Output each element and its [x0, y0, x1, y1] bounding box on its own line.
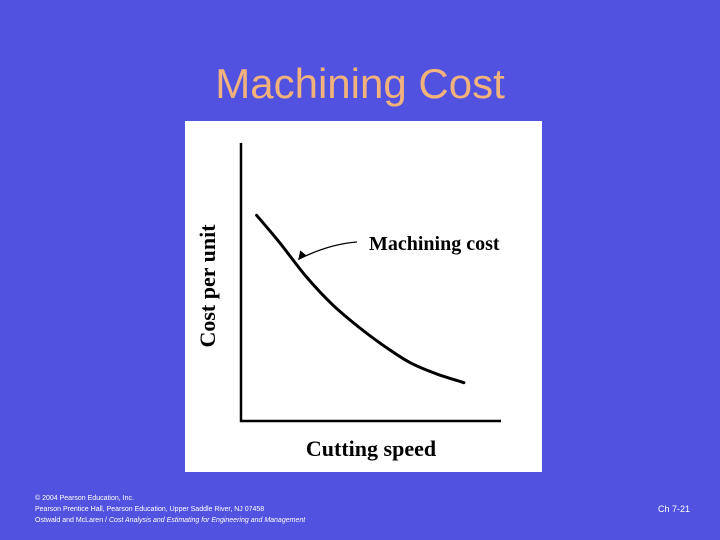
- footer-citation: © 2004 Pearson Education, Inc. Pearson P…: [35, 493, 305, 526]
- annotation-leader-line: [298, 241, 358, 260]
- footer-book-reference: Ostwald and McLaren / Cost Analysis and …: [35, 515, 305, 526]
- figure-panel: Cutting speed Cost per unit Machining co…: [185, 121, 542, 472]
- series-layer: [255, 213, 466, 385]
- machining-cost-chart: Cutting speed Cost per unit Machining co…: [195, 143, 501, 461]
- footer-book-title: Cost Analysis and Estimating for Enginee…: [108, 517, 306, 524]
- footer-publisher: Pearson Prentice Hall, Pearson Education…: [35, 506, 265, 513]
- slide-number: Ch 7-21: [657, 504, 690, 514]
- footer-copyright: © 2004 Pearson Education, Inc.: [35, 495, 134, 502]
- annotation-arrowhead: [298, 250, 307, 260]
- annotation-label-machining-cost: Machining cost: [369, 233, 500, 255]
- footer-authors: Ostwald and McLaren /: [35, 517, 109, 524]
- slide-title: Machining Cost: [215, 60, 505, 107]
- y-axis-label: Cost per unit: [195, 224, 220, 348]
- series-line-0: [255, 213, 466, 385]
- x-axis-label: Cutting speed: [306, 436, 436, 461]
- annotation-layer: Machining cost: [298, 233, 500, 260]
